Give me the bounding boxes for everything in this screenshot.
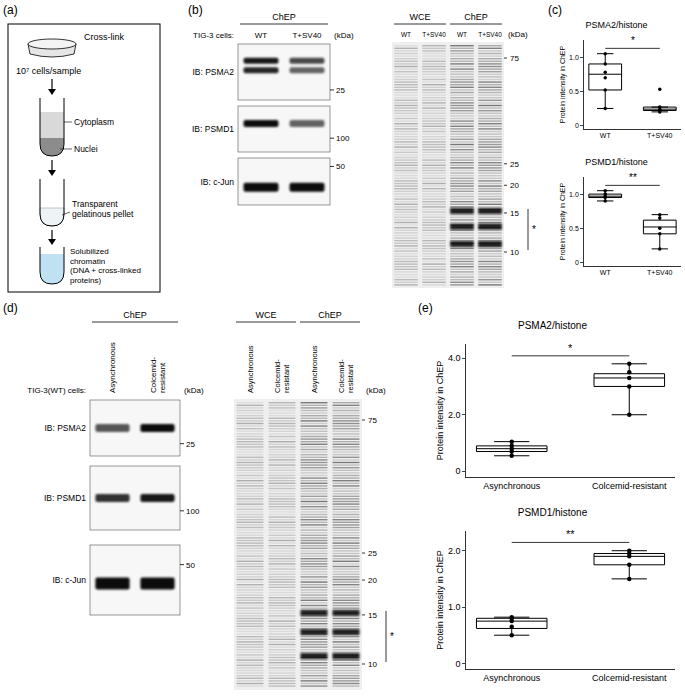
svg-text:(a): (a) [3, 3, 18, 17]
svg-text:0: 0 [455, 659, 460, 669]
svg-text:ChEP: ChEP [464, 12, 488, 22]
svg-text:Asynchronous: Asynchronous [108, 342, 117, 393]
svg-text:WT: WT [600, 269, 612, 276]
svg-text:IB: PSMD1: IB: PSMD1 [44, 493, 86, 503]
svg-text:ChEP: ChEP [272, 12, 296, 22]
svg-text:Protein intensity in ChEP: Protein intensity in ChEP [435, 361, 445, 461]
svg-text:2.0: 2.0 [448, 410, 461, 420]
svg-text:50: 50 [336, 162, 345, 171]
svg-text:75: 75 [510, 54, 519, 63]
svg-text:(kDa): (kDa) [184, 386, 204, 395]
svg-text:1.0: 1.0 [569, 191, 579, 198]
svg-text:(b): (b) [188, 3, 203, 17]
svg-text:T+SV40: T+SV40 [647, 269, 673, 276]
svg-text:Colcemid-: Colcemid- [273, 359, 283, 393]
svg-text:*: * [390, 631, 394, 642]
svg-text:WT: WT [255, 31, 268, 40]
svg-text:0: 0 [455, 466, 460, 476]
svg-text:(kDa): (kDa) [334, 31, 354, 40]
svg-text:15: 15 [368, 611, 377, 620]
svg-text:25: 25 [336, 86, 345, 95]
svg-text:WCE: WCE [410, 12, 431, 22]
svg-text:0.5: 0.5 [569, 88, 579, 95]
svg-text:100: 100 [186, 507, 200, 516]
svg-text:Asynchronous: Asynchronous [483, 481, 541, 491]
svg-text:(c): (c) [548, 3, 562, 17]
svg-text:*: * [631, 35, 635, 46]
svg-text:T+SV40: T+SV40 [647, 132, 673, 139]
svg-text:Protein intensity in ChEP: Protein intensity in ChEP [435, 550, 445, 650]
svg-text:PSMA2/histone: PSMA2/histone [518, 320, 587, 331]
svg-text:TIG-3 cells:: TIG-3 cells: [193, 31, 234, 40]
svg-text:100: 100 [336, 134, 350, 143]
svg-text:10⁷ cells/sample: 10⁷ cells/sample [16, 66, 81, 76]
svg-text:TIG-3(WT) cells:: TIG-3(WT) cells: [27, 386, 86, 395]
svg-text:2.0: 2.0 [448, 546, 461, 556]
svg-text:IB: PSMD1: IB: PSMD1 [192, 124, 234, 134]
svg-text:Colcemid-resistant: Colcemid-resistant [592, 481, 667, 491]
svg-text:25: 25 [186, 440, 195, 449]
svg-text:Colcemid-resistant: Colcemid-resistant [592, 673, 667, 683]
svg-text:resistant: resistant [282, 364, 291, 393]
svg-text:(kDa): (kDa) [366, 386, 386, 395]
svg-text:IB: c-Jun: IB: c-Jun [52, 575, 86, 585]
svg-text:Transparent: Transparent [72, 199, 118, 209]
svg-text:10: 10 [368, 660, 377, 669]
svg-text:Solubilized: Solubilized [70, 247, 109, 256]
svg-text:Asynchronous: Asynchronous [483, 673, 541, 683]
svg-text:WT: WT [457, 31, 467, 38]
svg-text:resistant: resistant [346, 364, 355, 393]
svg-text:T+SV40: T+SV40 [292, 31, 322, 40]
svg-text:gelatinous pellet: gelatinous pellet [72, 209, 134, 219]
svg-text:PSMD1/histone: PSMD1/histone [585, 157, 648, 167]
svg-text:resistant: resistant [158, 362, 167, 393]
svg-text:Protein intensity in ChEP: Protein intensity in ChEP [559, 45, 567, 123]
svg-text:Asynchronous: Asynchronous [246, 345, 255, 393]
svg-text:PSMA2/histone: PSMA2/histone [585, 20, 647, 30]
svg-text:ChEP: ChEP [318, 310, 342, 320]
svg-text:*: * [568, 342, 573, 354]
svg-text:**: ** [566, 528, 575, 540]
svg-text:0: 0 [575, 259, 579, 266]
svg-text:Cross-link: Cross-link [84, 32, 125, 42]
svg-text:Colcemid-: Colcemid- [337, 359, 347, 393]
svg-text:10: 10 [510, 248, 519, 257]
svg-text:20: 20 [510, 181, 519, 190]
svg-text:50: 50 [186, 561, 195, 570]
svg-text:75: 75 [368, 416, 377, 425]
svg-text:Asynchronous: Asynchronous [310, 345, 319, 393]
svg-text:(e): (e) [418, 301, 433, 315]
svg-text:T+SV40: T+SV40 [422, 31, 446, 38]
svg-text:0.5: 0.5 [569, 225, 579, 232]
svg-text:PSMD1/histone: PSMD1/histone [518, 507, 588, 518]
svg-text:Nuclei: Nuclei [74, 144, 98, 154]
svg-text:WT: WT [401, 31, 411, 38]
svg-text:*: * [532, 224, 536, 235]
svg-text:(d): (d) [3, 301, 18, 315]
svg-text:1.0: 1.0 [448, 602, 461, 612]
svg-text:4.0: 4.0 [448, 353, 461, 363]
svg-text:WT: WT [600, 132, 612, 139]
svg-text:ChEP: ChEP [123, 310, 147, 320]
svg-text:T+SV40: T+SV40 [478, 31, 502, 38]
svg-text:(kDa): (kDa) [508, 30, 528, 39]
svg-text:proteins): proteins) [70, 276, 101, 285]
svg-text:WCE: WCE [256, 310, 277, 320]
svg-text:25: 25 [510, 160, 519, 169]
svg-text:Cytoplasm: Cytoplasm [74, 117, 114, 127]
svg-text:25: 25 [368, 549, 377, 558]
svg-text:chromatin: chromatin [70, 257, 105, 266]
svg-text:1.0: 1.0 [569, 54, 579, 61]
svg-text:IB: PSMA2: IB: PSMA2 [192, 67, 234, 77]
svg-text:Colcemid-: Colcemid- [149, 357, 158, 393]
svg-text:**: ** [629, 172, 637, 183]
svg-text:(DNA + cross-linked: (DNA + cross-linked [70, 266, 141, 275]
svg-text:0: 0 [575, 122, 579, 129]
svg-text:20: 20 [368, 576, 377, 585]
svg-text:IB: c-Jun: IB: c-Jun [200, 177, 234, 187]
svg-text:Protein intensity in ChEP: Protein intensity in ChEP [559, 182, 567, 260]
svg-text:IB: PSMA2: IB: PSMA2 [44, 423, 86, 433]
svg-text:15: 15 [510, 209, 519, 218]
